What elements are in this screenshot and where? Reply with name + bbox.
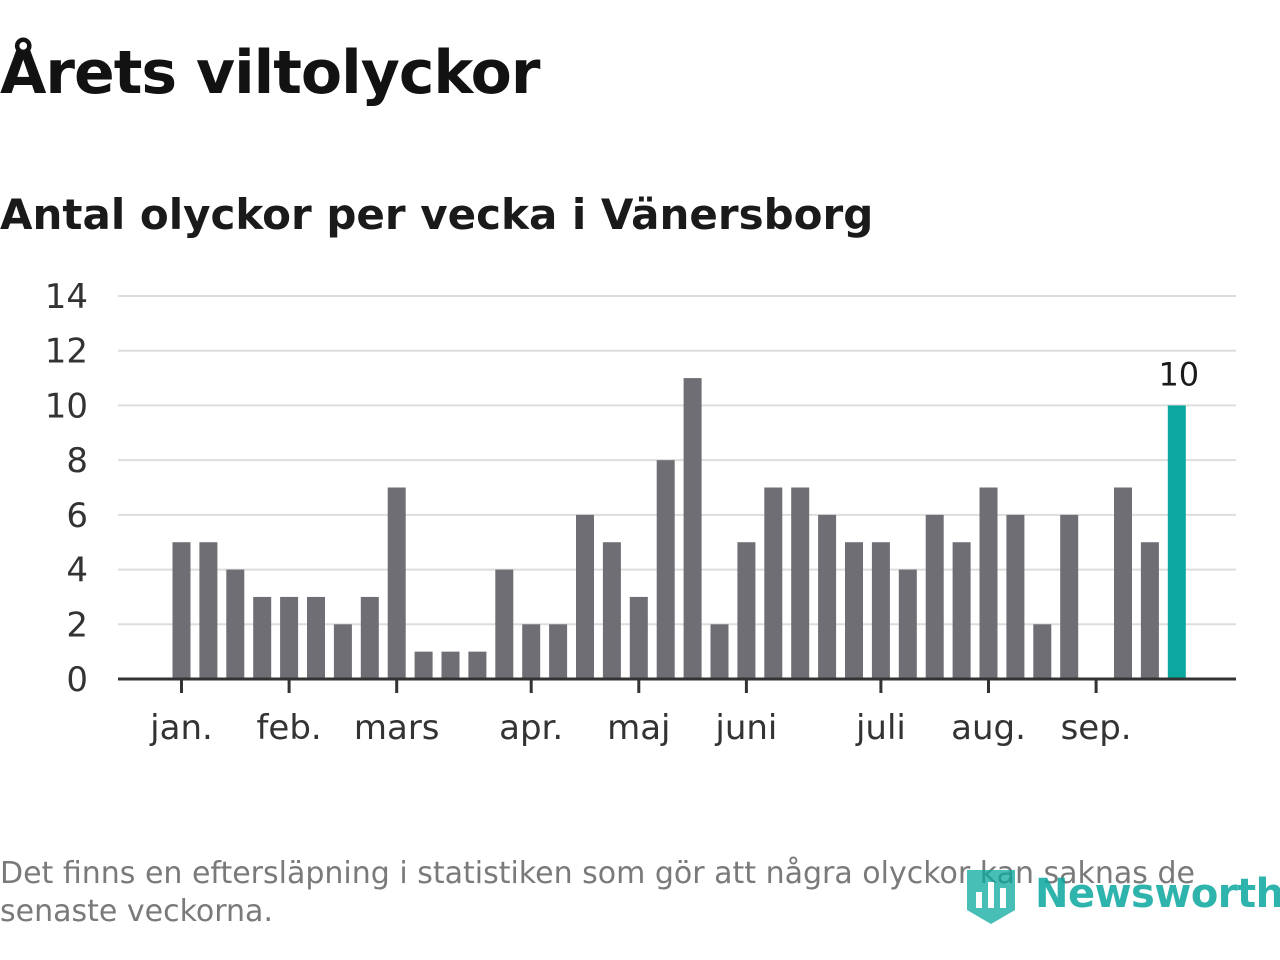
y-tick-label: 14 <box>45 277 88 317</box>
highlight-value-label: 10 <box>1158 355 1199 393</box>
x-tick-label: jan. <box>149 708 213 748</box>
y-tick-label: 0 <box>66 660 88 700</box>
y-tick-label: 2 <box>66 605 88 645</box>
y-tick-label: 8 <box>66 441 88 481</box>
bar <box>791 487 810 679</box>
bar <box>1060 514 1079 679</box>
bar <box>979 487 998 679</box>
bar <box>737 542 756 679</box>
bar <box>1033 624 1052 679</box>
bar <box>1114 487 1132 679</box>
chart-subtitle: Antal olyckor per vecka i Vänersborg <box>0 190 874 239</box>
x-tick-label: sep. <box>1061 708 1132 748</box>
bar <box>656 460 675 679</box>
bar <box>307 596 325 679</box>
bar <box>576 514 594 679</box>
x-tick-label: mars <box>354 708 440 748</box>
bar-highlight <box>1167 405 1186 679</box>
bar-chart: 0 2 4 6 8 10 12 14 10 jan. feb. mars apr. maj juni juli… <box>45 277 1236 748</box>
bar-chart-icon <box>967 870 1015 924</box>
bar <box>387 487 406 679</box>
logo-text: Newsworthy <box>1035 871 1280 917</box>
bar <box>172 542 191 679</box>
bar <box>818 514 837 679</box>
newsworthy-logo: Newsworthy <box>965 862 1280 926</box>
bar <box>898 569 917 679</box>
x-tick-label: juni <box>714 708 777 748</box>
bar <box>199 542 218 679</box>
bar <box>414 651 433 679</box>
bar <box>226 569 245 679</box>
bar <box>952 542 971 679</box>
bar <box>495 569 514 679</box>
bar <box>333 624 352 679</box>
x-tick-label: feb. <box>256 708 321 748</box>
y-tick-label: 12 <box>45 332 88 372</box>
x-tick-label: apr. <box>499 708 563 748</box>
bar <box>1006 514 1025 679</box>
bar <box>710 624 729 679</box>
x-tick-label: aug. <box>951 708 1026 748</box>
bar <box>764 487 783 679</box>
bar <box>441 651 460 679</box>
bar <box>253 596 272 679</box>
bar <box>360 596 379 679</box>
bar <box>925 514 944 679</box>
y-tick-label: 4 <box>66 551 88 591</box>
x-tick-label: maj <box>607 708 670 748</box>
x-tick-label: juli <box>855 708 906 748</box>
bar <box>549 624 568 679</box>
bar <box>522 624 541 679</box>
y-tick-label: 6 <box>66 496 88 536</box>
bar <box>871 542 890 679</box>
bar <box>602 542 621 679</box>
bar <box>845 542 863 679</box>
bar <box>683 378 702 679</box>
y-tick-label: 10 <box>45 386 88 426</box>
bar <box>468 651 487 679</box>
chart-title: Årets viltolyckor <box>0 38 540 108</box>
bar <box>1140 542 1159 679</box>
bar <box>280 596 299 679</box>
bar <box>629 596 648 679</box>
